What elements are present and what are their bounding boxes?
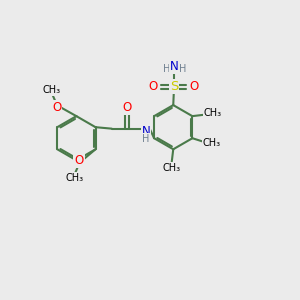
Text: O: O [148,80,158,93]
Text: CH₃: CH₃ [42,85,60,95]
Text: CH₃: CH₃ [66,173,84,183]
Text: O: O [122,101,132,114]
Text: N: N [170,60,179,73]
Text: H: H [142,134,150,144]
Text: O: O [74,154,84,167]
Text: H: H [163,64,170,74]
Text: S: S [169,80,178,93]
Text: CH₃: CH₃ [203,138,221,148]
Text: CH₃: CH₃ [162,163,180,173]
Text: H: H [179,64,186,74]
Text: N: N [142,125,151,138]
Text: O: O [52,101,61,114]
Text: CH₃: CH₃ [204,108,222,118]
Text: O: O [190,80,199,93]
